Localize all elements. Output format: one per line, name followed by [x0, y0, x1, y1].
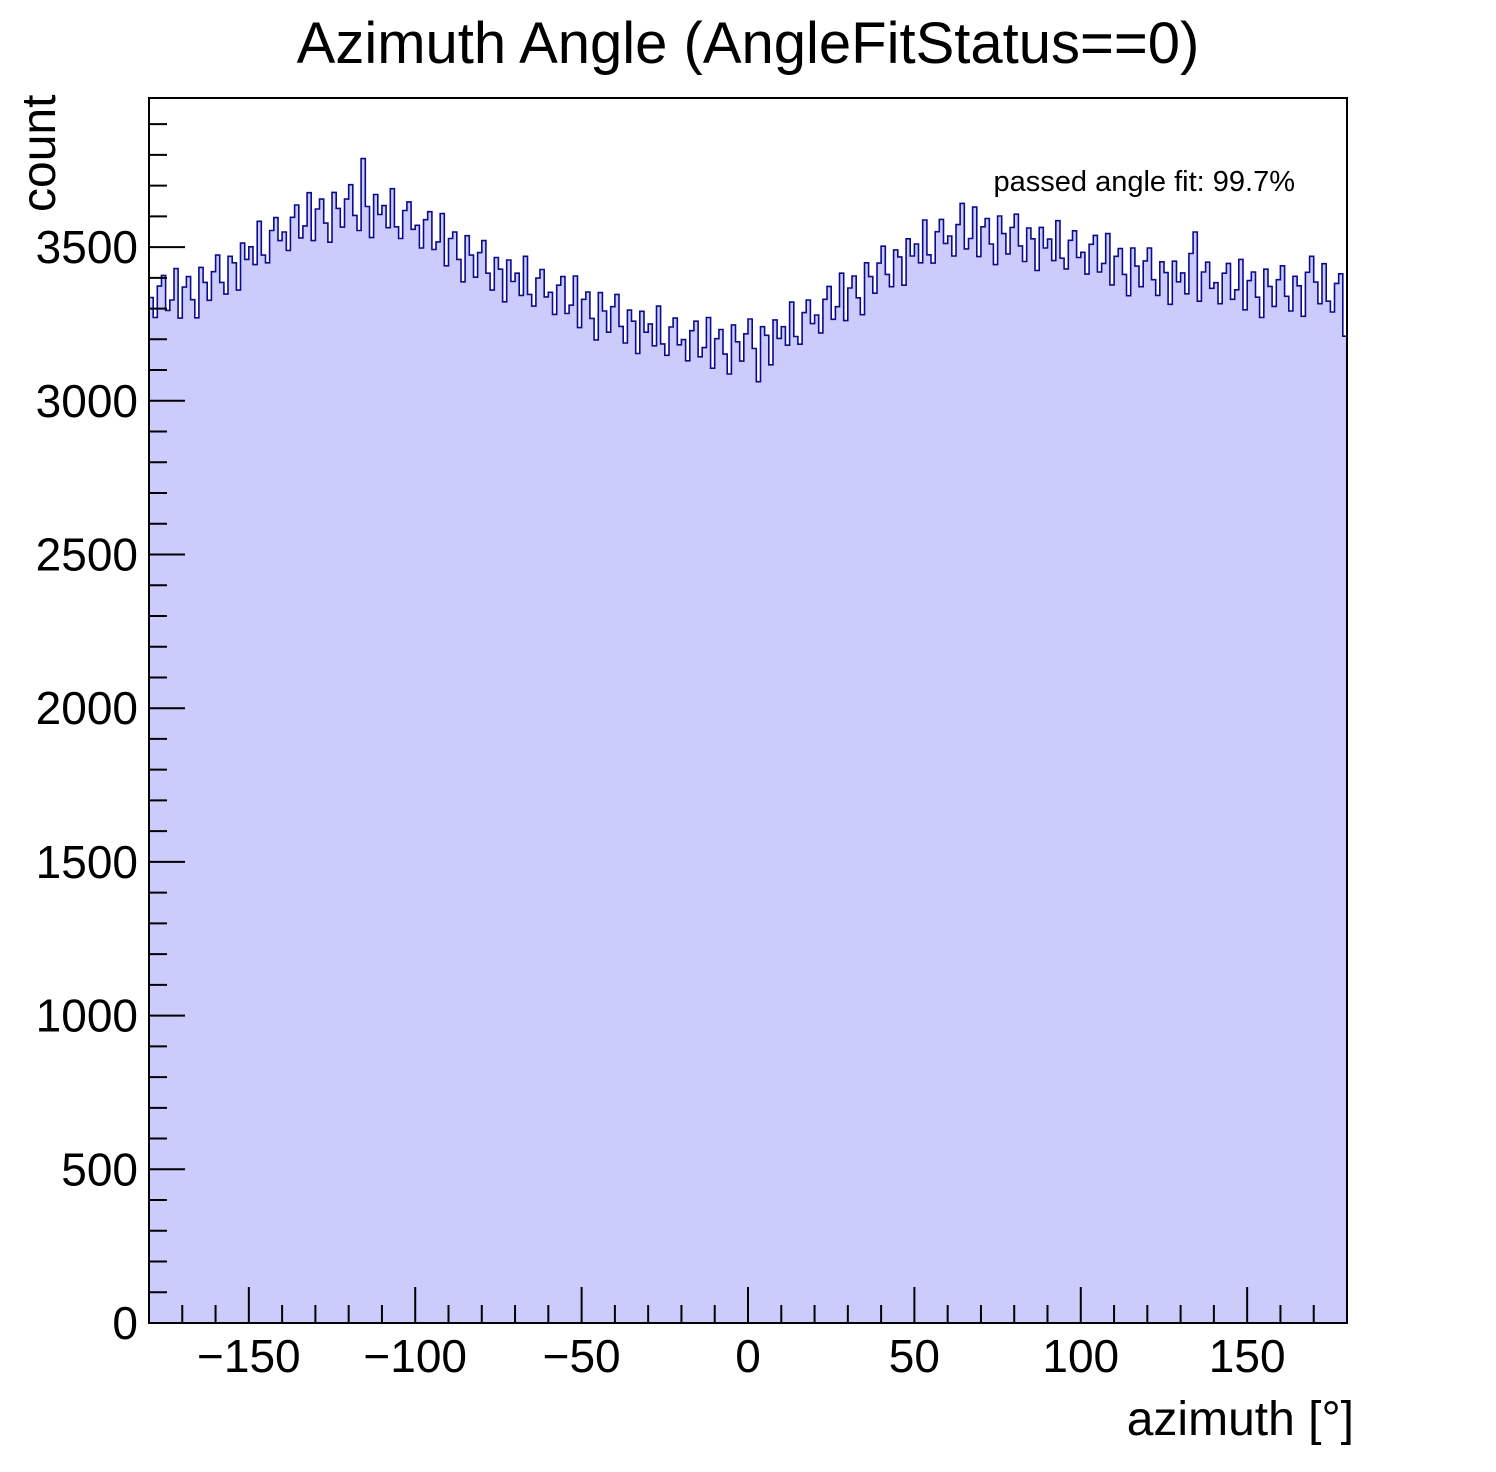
- x-axis-tick-label: 100: [1042, 1330, 1119, 1382]
- x-axis-title: azimuth [°]: [1126, 1393, 1354, 1446]
- x-axis-tick-label: −150: [197, 1330, 301, 1382]
- axes: 0 500 1000 1500 2000 2500 3000 3500 −150 −100 −50 0…: [36, 97, 1348, 1382]
- histogram-outline: [148, 157, 1348, 1323]
- y-axis-tick-label: 2000: [36, 682, 138, 734]
- y-axis-tick-label: 0: [112, 1297, 138, 1349]
- y-axis-tick-label: 1000: [36, 990, 138, 1042]
- x-axis-tick-label: −100: [363, 1330, 467, 1382]
- x-axis-tick-label: 0: [735, 1330, 761, 1382]
- y-axis-tick-label: 1500: [36, 836, 138, 888]
- histogram-series: [148, 157, 1348, 1324]
- annotation-passed-angle-fit: passed angle fit: 99.7%: [993, 166, 1295, 198]
- y-axis-tick-label: 3500: [36, 221, 138, 273]
- chart-title: Azimuth Angle (AngleFitStatus==0): [296, 11, 1200, 76]
- histogram-fill: [149, 158, 1347, 1324]
- x-axis-tick-label: 150: [1209, 1330, 1286, 1382]
- y-axis-tick-label: 2500: [36, 528, 138, 580]
- x-axis-tick-label: 50: [889, 1330, 940, 1382]
- y-axis-tick-label: 500: [61, 1143, 138, 1195]
- y-axis-tick-label: 3000: [36, 375, 138, 427]
- x-axis-tick-label: −50: [543, 1330, 621, 1382]
